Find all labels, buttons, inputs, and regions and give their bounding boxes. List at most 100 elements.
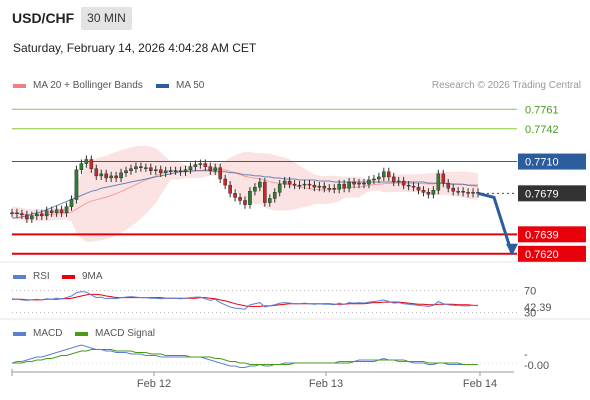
candle-body [426,192,431,195]
legend-macd-signal-label: MACD Signal [95,328,156,339]
candle-body [372,178,376,181]
candle-body [272,192,277,199]
candle-body [263,181,267,203]
candle-body [302,183,307,186]
symbol-title: USD/CHF [12,10,75,26]
candle-body [248,191,252,205]
candle-body [451,187,456,192]
x-axis-tick-label: Feb 13 [309,378,343,390]
candle-body [114,175,118,179]
candle-body [44,210,49,217]
candle-body [228,184,232,194]
level-tag-pivot [518,153,586,170]
candle-body [347,181,351,189]
legend-rsi-label: RSI [33,271,50,282]
candle-body [158,169,163,174]
candle-body [79,163,84,170]
candle-body [188,166,193,170]
bollinger-band [12,145,478,242]
candle-body [39,213,44,217]
candle-body [223,178,227,186]
candle-body [238,197,242,201]
macd-signal-line [12,349,478,365]
candle-body [89,159,94,169]
candle-body [406,184,411,187]
candle-body [183,169,188,172]
candle-body [362,182,366,185]
candle-body [337,183,341,190]
legend-swatch-ma50 [156,83,169,88]
candle-body [292,183,297,186]
legend-ma20-bb: MA 20 + Bollinger Bands [13,80,143,91]
candle-body [243,200,247,205]
candle-body [213,167,218,171]
legend-swatch-rsi [13,274,26,279]
legend-rsi: RSI [13,271,50,282]
candle-body [267,198,272,203]
candle-body [456,191,460,193]
candle-body [144,167,148,169]
level-label-support: 0.7620 [525,249,559,261]
candle-body [342,183,346,189]
candle-body [198,163,203,165]
legend-macd: MACD [13,328,62,339]
candle-body [208,166,213,171]
legend-ma50-label: MA 50 [176,80,205,91]
timeframe-button[interactable]: 30 MIN [81,7,132,30]
candle-body [124,170,128,174]
candle-body [258,181,262,188]
level-label-support: 0.7639 [525,229,559,241]
rsi-level-label: 70 [524,286,536,298]
candle-body [10,212,14,215]
candle-body [386,171,391,178]
candle-body [297,184,302,187]
macd-last-label: -0.00 [524,360,549,372]
candle-body [411,185,416,188]
candle-body [253,186,257,192]
candle-body [99,173,104,177]
legend-ma50: MA 50 [156,80,204,91]
candle-body [64,206,69,213]
candle-body [218,167,223,180]
candle-body [396,180,401,183]
candle-body [84,159,89,164]
candle-body [332,187,337,190]
candle-body [466,192,470,194]
legend-ma20-bb-label: MA 20 + Bollinger Bands [33,80,143,91]
macd-axis-tick: - [524,349,528,361]
candle-body [74,169,79,200]
legend-swatch-macd [13,331,26,336]
candle-body [391,176,396,183]
candle-body [322,185,327,189]
candle-body [15,212,19,215]
rsi-ma-line [12,293,478,307]
candle-body [34,213,39,217]
candle-body [401,180,406,186]
level-label-resistance: 0.7761 [525,104,559,116]
candle-body [168,170,173,172]
level-tag-support [518,226,586,243]
candle-body [287,180,292,185]
candle-body [149,167,153,171]
candle-body [139,166,143,168]
candle-body [377,176,381,180]
candle-body [178,170,183,172]
candle-body [471,192,475,194]
candle-body [436,173,441,191]
x-axis-tick-label: Feb 12 [137,378,171,390]
candle-body [69,199,74,207]
credit-label: Research © 2026 Trading Central [431,80,581,91]
candle-body [20,213,24,216]
candle-body [282,180,287,185]
legend-swatch-macd-signal [75,331,88,336]
candle-body [104,173,108,179]
candle-body [327,187,332,190]
rsi-line [11,291,479,310]
candle-body [173,170,178,172]
x-axis-tick-label: Feb 14 [463,378,497,390]
candle-body [317,185,322,188]
legend-rsi-ma: 9MA [62,271,103,282]
candle-body [312,184,317,188]
